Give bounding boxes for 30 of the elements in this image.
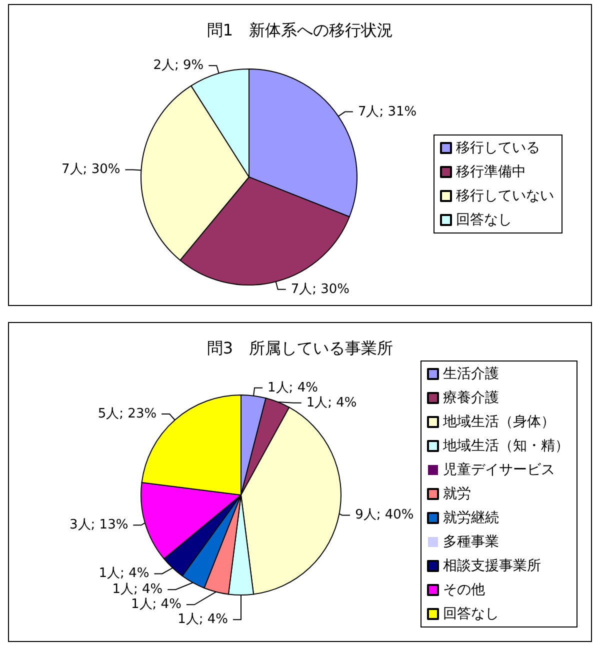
- legend-label: その他: [443, 582, 485, 598]
- legend-label: 生活介護: [443, 366, 499, 382]
- data-label: 1人; 4%: [268, 380, 318, 396]
- data-label: 1人; 4%: [112, 582, 163, 598]
- data-label: 7人; 31%: [358, 104, 417, 120]
- legend-label: 療養介護: [443, 390, 499, 406]
- legend-label: 移行している: [456, 140, 540, 156]
- legend-label: 地域生活（知・精）: [442, 438, 569, 454]
- legend-label: 移行していない: [456, 188, 554, 204]
- data-label: 9人; 40%: [355, 508, 414, 523]
- legend-label: 移行準備中: [456, 164, 526, 180]
- legend-label: 多種事業: [443, 534, 499, 550]
- legend-label: 地域生活（身体）: [442, 414, 555, 430]
- data-label: 7人; 30%: [290, 282, 350, 297]
- data-label: 7人; 30%: [62, 162, 120, 178]
- chart-title: 問3 所属している事業所: [206, 338, 394, 358]
- legend-label: 就労継続: [443, 510, 499, 526]
- legend-label: 就労: [443, 486, 471, 502]
- data-label: 1人; 4%: [178, 612, 228, 628]
- data-label: 1人; 4%: [306, 395, 357, 410]
- legend-label: 児童デイサービス: [443, 462, 555, 478]
- data-label: 1人; 4%: [131, 597, 182, 612]
- legend-label: 相談支援事業所: [443, 558, 541, 574]
- data-label: 3人; 13%: [70, 518, 128, 533]
- legend-label: 回答なし: [456, 212, 512, 228]
- data-label: 2人; 9%: [153, 58, 204, 74]
- chart-title: 問1 新体系への移行状況: [206, 20, 394, 40]
- data-label: 5人; 23%: [98, 406, 157, 422]
- legend-label: 回答なし: [443, 606, 499, 622]
- data-label: 1人; 4%: [98, 566, 150, 582]
